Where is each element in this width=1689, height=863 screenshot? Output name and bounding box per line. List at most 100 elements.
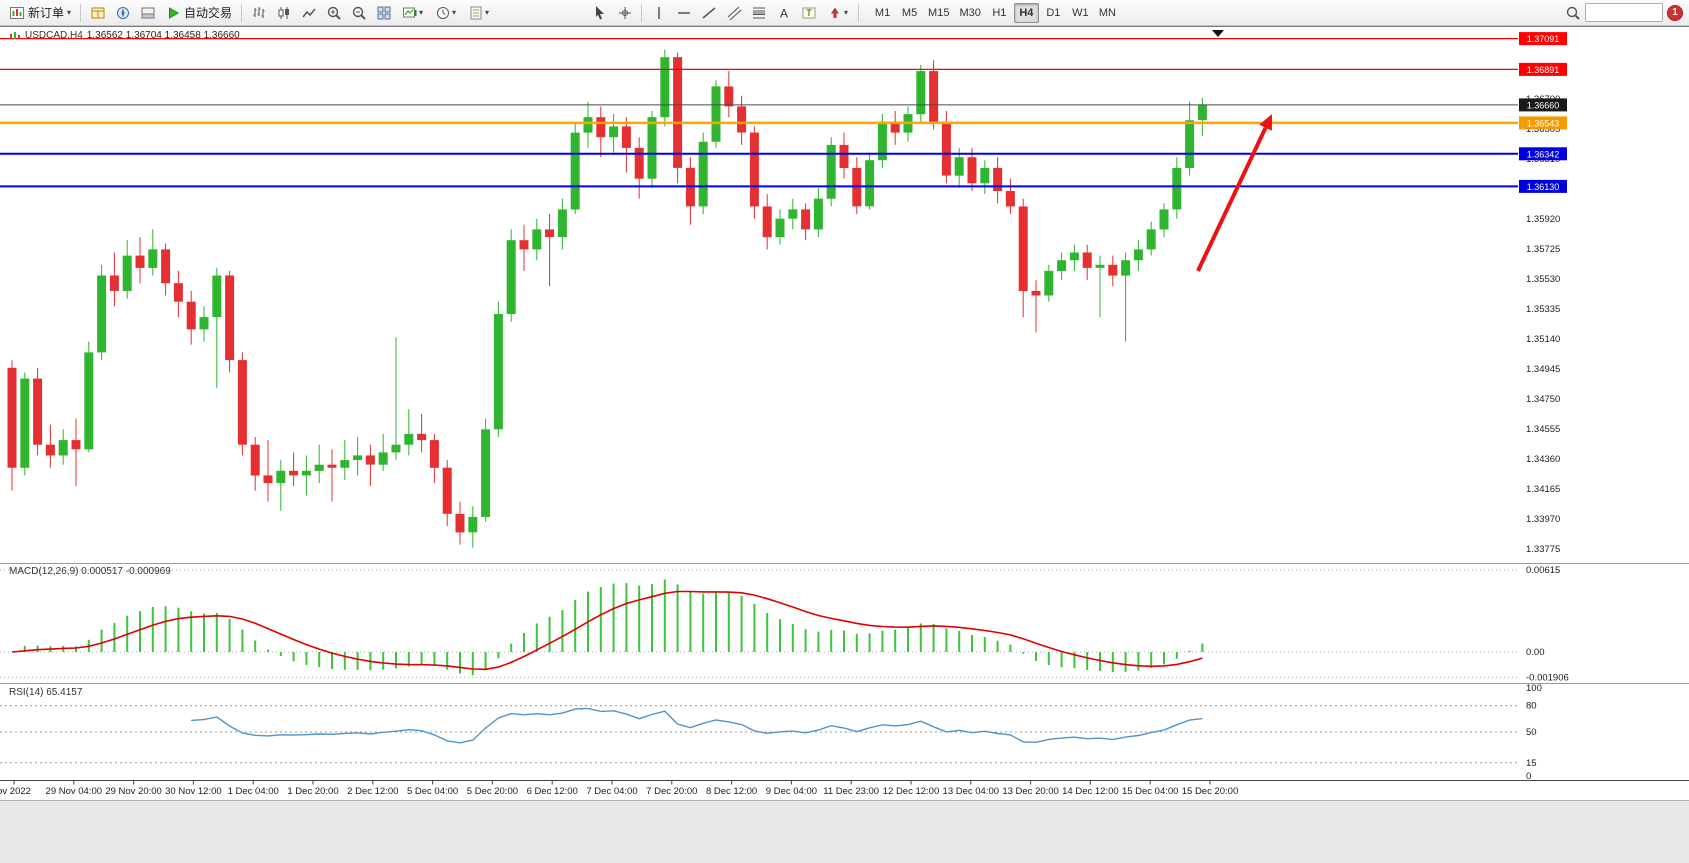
bar-chart-icon: [253, 6, 265, 18]
svg-text:1.34555: 1.34555: [1526, 424, 1560, 435]
vertical-line-icon: [657, 6, 660, 19]
svg-text:13 Dec 20:00: 13 Dec 20:00: [1002, 786, 1059, 797]
svg-text:1.34945: 1.34945: [1526, 364, 1560, 375]
horizontal-line-button[interactable]: [671, 2, 696, 24]
timeframe-d1-button[interactable]: D1: [1046, 6, 1061, 19]
tile-windows-icon: [377, 6, 391, 19]
bar-chart-button[interactable]: [246, 2, 271, 24]
market-watch-button[interactable]: [85, 2, 110, 24]
svg-text:5 Dec 04:00: 5 Dec 04:00: [407, 786, 458, 797]
channel-button[interactable]: [721, 2, 746, 24]
trendline-icon: [702, 6, 716, 19]
svg-text:1 Dec 20:00: 1 Dec 20:00: [287, 786, 338, 797]
window-bottom-area: [0, 800, 1689, 863]
svg-text:0: 0: [1526, 771, 1531, 782]
line-chart-button[interactable]: [296, 2, 321, 24]
new-chart-icon: [403, 7, 417, 17]
template-button[interactable]: ▾: [462, 2, 495, 24]
vertical-line-button[interactable]: [646, 2, 671, 24]
timeframe-m15-button[interactable]: M15: [928, 6, 950, 19]
svg-text:1.36130: 1.36130: [1527, 182, 1560, 192]
svg-text:2 Dec 12:00: 2 Dec 12:00: [347, 786, 398, 797]
trendline-button[interactable]: [696, 2, 721, 24]
chevron-down-icon: ▾: [419, 7, 424, 17]
price-lines-layer[interactable]: [0, 38, 1518, 188]
new-chart-button[interactable]: ▾: [396, 2, 429, 24]
timeframe-group: M1 M5 M15 M30 H1 H4 D1 W1 MN: [869, 2, 1121, 23]
candles-layer: [7, 49, 1207, 548]
horizontal-line-icon: [677, 11, 690, 14]
autotrade-button[interactable]: 自动交易: [160, 2, 237, 24]
zoom-out-button[interactable]: [346, 2, 371, 24]
svg-text:0.00: 0.00: [1526, 647, 1545, 658]
text-label-icon: T: [802, 7, 816, 18]
svg-text:100: 100: [1526, 683, 1542, 694]
crosshair-button[interactable]: [612, 2, 637, 24]
tile-windows-button[interactable]: [371, 2, 396, 24]
svg-text:1.35725: 1.35725: [1526, 244, 1560, 255]
autotrade-label: 自动交易: [184, 6, 233, 20]
toolbar: 新订单 ▾ 自动交易: [0, 0, 1689, 26]
svg-text:1.34750: 1.34750: [1526, 394, 1560, 405]
zoom-out-icon: [352, 6, 366, 20]
cursor-button[interactable]: [587, 2, 612, 24]
search-input[interactable]: [1590, 6, 1658, 19]
price-tag-1.36130: [1519, 179, 1567, 193]
timeframe-h1-button[interactable]: H1: [992, 6, 1007, 19]
new-order-button[interactable]: 新订单 ▾: [4, 2, 76, 24]
terminal-button[interactable]: [135, 2, 160, 24]
svg-text:29 Nov 20:00: 29 Nov 20:00: [105, 786, 162, 797]
svg-text:A: A: [780, 6, 788, 20]
svg-text:15 Dec 04:00: 15 Dec 04:00: [1122, 786, 1179, 797]
svg-text:1 Dec 04:00: 1 Dec 04:00: [228, 786, 279, 797]
svg-text:1.36660: 1.36660: [1527, 100, 1560, 110]
svg-text:30 Nov 12:00: 30 Nov 12:00: [165, 786, 222, 797]
timeframe-h4-button[interactable]: H4: [1013, 2, 1039, 23]
zoom-in-icon: [327, 6, 341, 20]
timeframe-m5-button[interactable]: M5: [901, 6, 918, 19]
price-axis[interactable]: 1.367001.365051.363101.361151.359201.357…: [1519, 32, 1567, 555]
arrows-button[interactable]: ▾: [821, 2, 854, 24]
svg-text:1.35920: 1.35920: [1526, 214, 1560, 225]
zoom-in-button[interactable]: [321, 2, 346, 24]
svg-text:-0.001906: -0.001906: [1526, 672, 1569, 683]
template-icon: [470, 6, 482, 19]
chevron-down-icon: ▾: [452, 7, 457, 17]
navigator-button[interactable]: [110, 2, 135, 24]
svg-text:1.34165: 1.34165: [1526, 484, 1560, 495]
text-label-button[interactable]: T: [796, 2, 821, 24]
candlestick-chart-button[interactable]: [271, 2, 296, 24]
rsi-pane: 100 80 50 15 0: [0, 683, 1542, 782]
notification-badge[interactable]: 1: [1667, 4, 1683, 21]
period-button[interactable]: ▾: [429, 2, 462, 24]
new-order-icon: [10, 6, 24, 19]
toolbar-separator: [858, 3, 860, 22]
timeframe-w1-button[interactable]: W1: [1072, 6, 1089, 19]
svg-text:6 Dec 12:00: 6 Dec 12:00: [527, 786, 578, 797]
macd-pane: 0.00615 0.00 -0.001906: [0, 565, 1569, 683]
line-chart-icon: [301, 8, 316, 17]
autotrade-icon: [169, 6, 180, 19]
svg-text:12 Dec 12:00: 12 Dec 12:00: [883, 786, 940, 797]
chart-shift-marker[interactable]: [1212, 30, 1224, 37]
search-icon[interactable]: [1565, 5, 1581, 21]
toolbar-separator: [80, 3, 82, 22]
svg-text:0.00615: 0.00615: [1526, 565, 1560, 576]
fibonacci-button[interactable]: [746, 2, 771, 24]
svg-text:9 Dec 04:00: 9 Dec 04:00: [766, 786, 817, 797]
timeframe-m1-button[interactable]: M1: [874, 6, 891, 19]
text-icon: A: [780, 6, 788, 20]
svg-text:5 Dec 20:00: 5 Dec 20:00: [467, 786, 518, 797]
timeframe-mn-button[interactable]: MN: [1098, 6, 1116, 19]
price-tag-1.36891: [1519, 62, 1567, 76]
clock-icon: [437, 6, 450, 19]
svg-text:28 Nov 2022: 28 Nov 2022: [0, 786, 31, 797]
price-tag-1.36342: [1519, 147, 1567, 161]
timeframe-m30-button[interactable]: M30: [959, 6, 981, 19]
chart-canvas[interactable]: 1.367001.365051.363101.361151.359201.357…: [0, 26, 1689, 800]
svg-text:1.36505: 1.36505: [1526, 124, 1560, 135]
text-button[interactable]: A: [771, 2, 796, 24]
trend-arrow-annotation[interactable]: [1196, 114, 1272, 272]
chevron-down-icon: ▾: [67, 7, 72, 17]
